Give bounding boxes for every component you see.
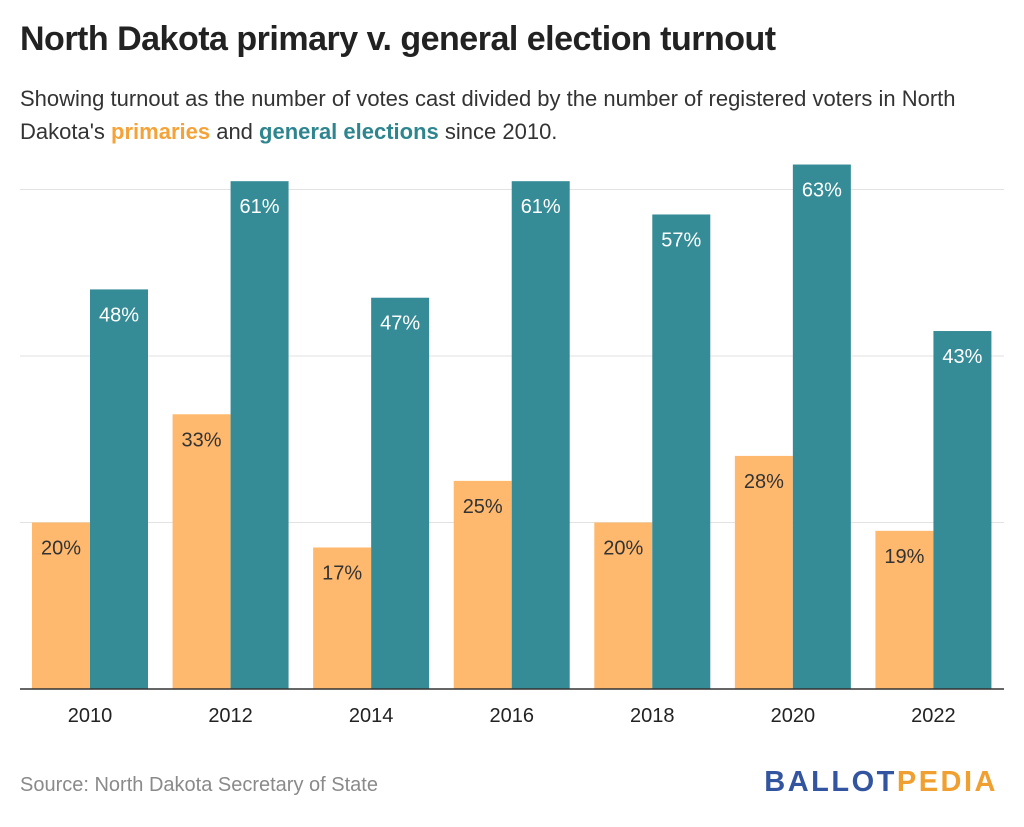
x-tick-label-2010: 2010: [68, 705, 113, 727]
bar-primary-2022: [875, 530, 934, 689]
logo-pedia: PEDIA: [896, 766, 998, 798]
bar-general-2022: [933, 331, 992, 689]
bar-general-2016: [511, 181, 570, 690]
x-tick-label-2018: 2018: [630, 705, 675, 727]
bar-primary-2016: [453, 480, 512, 689]
data-label-primary-2022: 19%: [884, 546, 924, 568]
bar-primary-2010: [32, 522, 90, 689]
data-label-general-2012: 61%: [240, 196, 280, 218]
bar-general-2018: [652, 214, 711, 689]
source-note: Source: North Dakota Secretary of State: [20, 774, 378, 796]
data-label-general-2018: 57%: [661, 229, 701, 251]
subtitle-text-end: since 2010.: [438, 119, 558, 144]
bar-general-2014: [371, 297, 430, 689]
x-tick-label-2012: 2012: [208, 705, 253, 727]
data-label-general-2014: 47%: [380, 313, 420, 335]
data-label-general-2010: 48%: [99, 304, 139, 326]
bar-general-2020: [792, 164, 851, 689]
bar-primary-2018: [594, 522, 653, 689]
data-label-primary-2014: 17%: [322, 562, 362, 584]
turnout-bar-chart: 20% 48% 2010 33% 61% 2012 17% 47% 2014 25% 61% 2016…: [20, 164, 1004, 727]
bar-general-2010: [90, 289, 148, 689]
x-tick-label-2014: 2014: [349, 705, 394, 727]
chart-title: North Dakota primary v. general election…: [20, 20, 776, 58]
data-label-primary-2020: 28%: [744, 471, 784, 493]
data-label-primary-2018: 20%: [603, 538, 643, 560]
x-tick-label-2020: 2020: [771, 705, 816, 727]
ballotpedia-logo: BALLOTPEDIA: [764, 766, 998, 799]
bar-primary-2020: [734, 455, 793, 689]
bar-general-2012: [230, 181, 289, 690]
data-label-general-2022: 43%: [942, 346, 982, 368]
data-label-primary-2012: 33%: [182, 429, 222, 451]
logo-ballot: BALLOT: [764, 766, 897, 798]
subtitle-text-middle: and: [210, 119, 260, 144]
bar-primary-2012: [172, 414, 231, 689]
x-tick-label-2022: 2022: [911, 705, 956, 727]
bar-primary-2014: [313, 547, 372, 689]
subtitle-text-start: Showing turnout as the number of votes c…: [20, 86, 956, 144]
chart-subtitle: Showing turnout as the number of votes c…: [20, 82, 1010, 148]
legend-general-elections: general elections: [259, 119, 439, 144]
data-label-primary-2010: 20%: [41, 538, 81, 560]
data-label-primary-2016: 25%: [463, 496, 503, 518]
x-tick-label-2016: 2016: [489, 705, 534, 727]
data-label-general-2020: 63%: [802, 180, 842, 202]
data-label-general-2016: 61%: [521, 196, 561, 218]
legend-primaries: primaries: [111, 119, 211, 144]
